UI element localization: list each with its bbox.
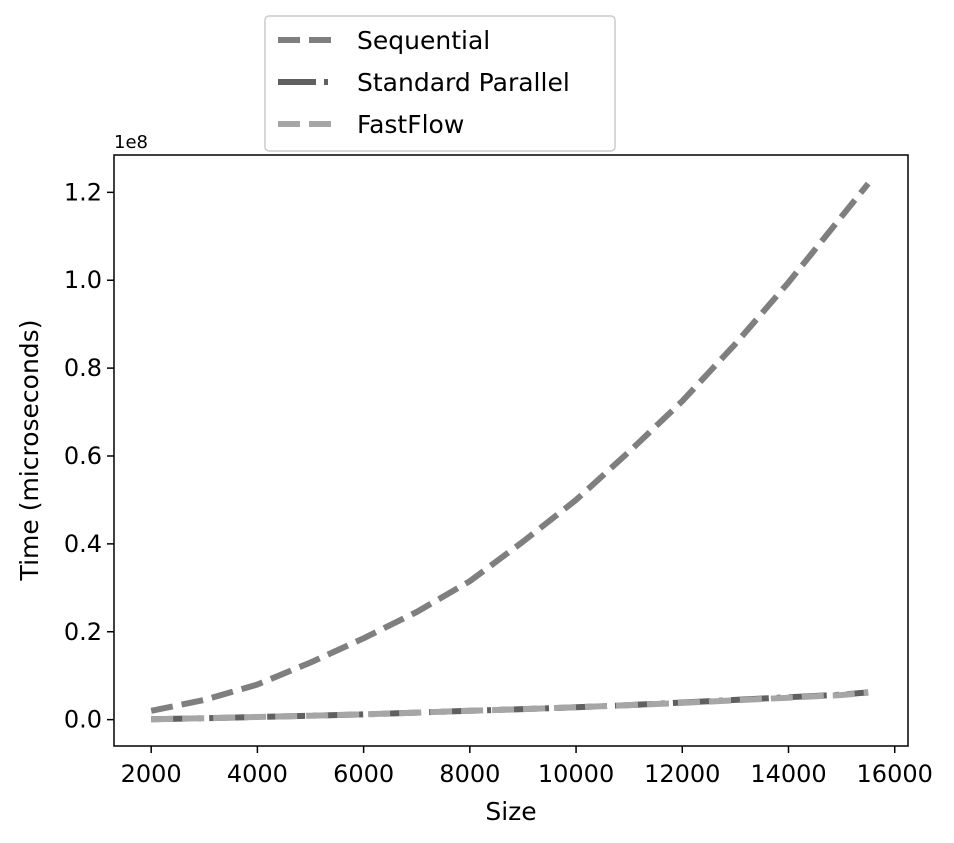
x-tick-label: 14000 [750, 760, 826, 788]
y-tick-label: 0.0 [64, 706, 102, 734]
x-tick-label: 2000 [121, 760, 182, 788]
y-tick-label: 0.2 [64, 618, 102, 646]
y-tick-label: 0.4 [64, 530, 102, 558]
plot-lines [150, 181, 871, 723]
series-line-sequential [150, 181, 871, 714]
x-tick-label: 12000 [644, 760, 720, 788]
y-tick-label: 1.2 [64, 178, 102, 206]
plot-frame [113, 154, 909, 747]
legend-label-sequential: Sequential [357, 26, 490, 55]
x-tick-label: 4000 [227, 760, 288, 788]
y-offset-label: 1e8 [114, 132, 148, 153]
legend-label-fastflow: FastFlow [357, 110, 464, 139]
y-tick-label: 0.6 [64, 442, 102, 470]
y-axis-label: Time (microseconds) [15, 320, 44, 582]
y-axis: 0.0 0.2 0.4 0.6 0.8 1.0 1.2 [64, 178, 114, 734]
series-line-fastflow [151, 689, 869, 723]
legend: Sequential Standard Parallel FastFlow [264, 15, 616, 152]
x-axis-label: Size [485, 797, 536, 826]
x-tick-label: 16000 [857, 760, 933, 788]
x-tick-label: 10000 [538, 760, 614, 788]
legend-label-standard-parallel: Standard Parallel [357, 68, 570, 97]
y-tick-label: 0.8 [64, 354, 102, 382]
x-axis: 2000 4000 6000 8000 10000 12000 14000 16000 [121, 746, 933, 788]
x-tick-label: 6000 [333, 760, 394, 788]
legend-frame [264, 15, 616, 152]
y-tick-label: 1.0 [64, 266, 102, 294]
x-tick-label: 8000 [439, 760, 500, 788]
series-line-standard-parallel [151, 689, 869, 723]
